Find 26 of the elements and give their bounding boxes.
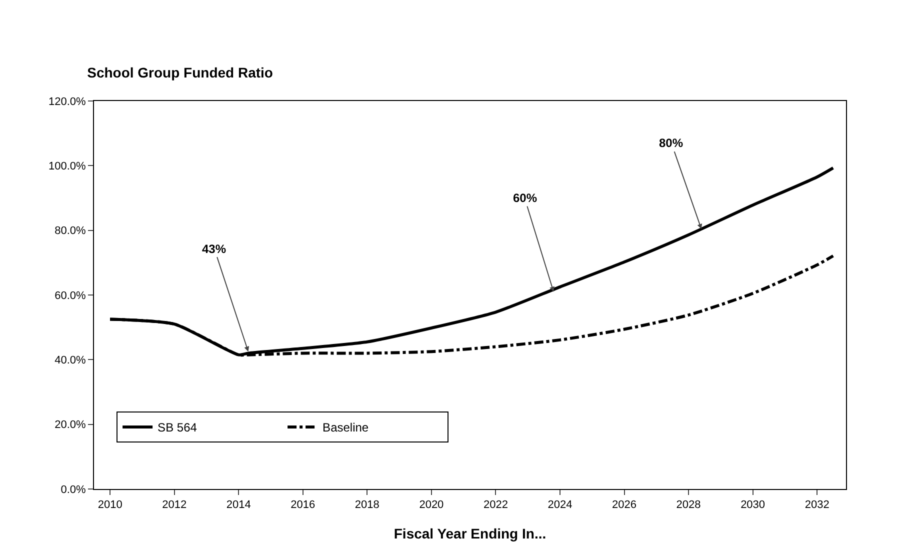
x-tick-label: 2032: [804, 499, 830, 512]
y-tick-label: 100.0%: [48, 160, 86, 173]
y-tick-label: 0.0%: [60, 484, 86, 496]
legend-label: SB 564: [158, 420, 198, 435]
x-tick-label: 2022: [483, 499, 508, 512]
y-tick-label: 60.0%: [54, 290, 86, 302]
y-tick-label: 40.0%: [54, 354, 86, 367]
x-tick-label: 2012: [162, 499, 187, 512]
y-tick-label: 120.0%: [48, 96, 86, 108]
chart-title: School Group Funded Ratio: [87, 64, 274, 81]
annotation: 60%: [513, 191, 538, 205]
x-tick-label: 2026: [612, 499, 636, 512]
x-tick-label: 2014: [226, 499, 251, 512]
y-tick-label: 20.0%: [54, 419, 86, 432]
x-tick-label: 2028: [676, 499, 701, 512]
x-tick-label: 2020: [419, 499, 444, 512]
x-tick-label: 2018: [354, 499, 380, 512]
annotation: 43%: [202, 242, 226, 256]
x-tick-label: 2010: [98, 499, 122, 512]
x-tick-label: 2016: [290, 499, 316, 512]
legend-label: Baseline: [322, 420, 369, 435]
x-tick-label: 2024: [548, 499, 572, 512]
annotation: 80%: [659, 136, 684, 150]
x-axis-title: Fiscal Year Ending In...: [394, 526, 546, 542]
y-tick-label: 80.0%: [54, 225, 86, 238]
x-tick-label: 2030: [740, 499, 766, 512]
